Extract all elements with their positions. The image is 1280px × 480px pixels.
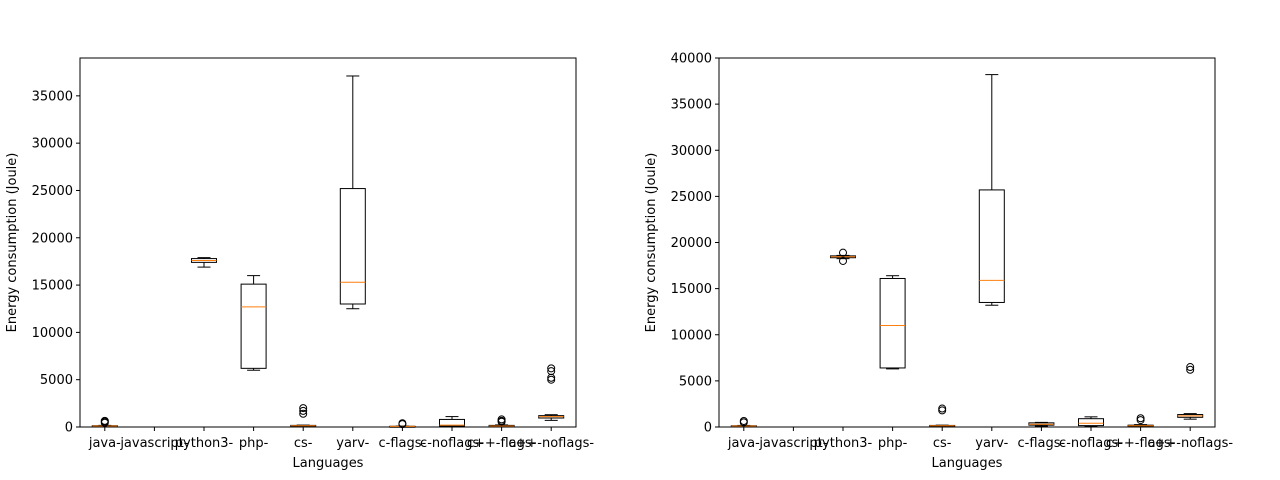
outlier-point [398,419,407,428]
box-c-flags [1028,421,1055,427]
x-tick-label-cs: cs- [294,436,313,451]
y-tick-label: 25000 [671,190,712,205]
y-tick-label: 20000 [671,236,712,251]
box-body [240,283,267,369]
box-c-noflags [439,416,465,428]
axes-frame [79,57,577,428]
y-axis-label: Energy consumption (Joule) [644,153,659,333]
outlier-point [100,416,109,425]
y-tick-label: 30000 [671,144,712,159]
outlier-point [497,415,506,424]
box-body [1078,418,1104,427]
x-tick-label-javascript: javascript- [119,436,188,451]
left-boxplot-panel: 0 5000 10000 15000 20000 25000 30000 35000 java-… [5,57,594,471]
y-tick-label: 10000 [671,328,712,343]
y-tick-label: 15000 [32,279,73,294]
box-c-noflags [1177,363,1204,420]
axes-frame [718,57,1216,428]
outlier-point [547,367,556,376]
box-java [730,417,757,428]
x-tick-label-java: java- [88,436,121,451]
outlier-point [1186,365,1195,374]
y-tick-label: 15000 [671,282,712,297]
x-tick-label-java: java- [727,436,760,451]
box-c-flags [389,419,416,429]
outlier-point [1186,363,1195,372]
y-tick-label: 25000 [32,184,73,199]
box-yarv [978,74,1005,306]
x-tick-label-c-noflags: c-noflags- [420,436,484,451]
x-tick-label-c-flags: c-flags- [1018,436,1066,451]
x-tick-label-python3: python3- [175,436,234,451]
box-cs [929,404,956,427]
y-tick-label: 30000 [32,137,73,152]
box-python3 [191,257,217,268]
box-c-noflags [538,364,565,421]
box-yarv [339,75,366,310]
x-tick-label-javascript: javascript- [758,436,827,451]
outlier-point [839,256,847,265]
y-tick-label: 40000 [671,52,712,67]
y-axis-label: Energy consumption (Joule) [5,153,20,333]
outlier-point [938,404,947,413]
y-tick-label: 35000 [671,98,712,113]
y-tick-label: 5000 [679,374,712,389]
right-boxplot-panel: 0 5000 10000 15000 20000 25000 30000 35000 40000… [644,52,1233,472]
x-tick-label-php: php- [239,436,269,451]
x-axis-label: Languages [293,456,364,471]
x-tick-label-c-noflags: c++-noflags- [1147,436,1233,451]
x-tick-label-cs: cs- [933,436,952,451]
box-c-flags [488,415,515,428]
x-tick-label-c-noflags: c++-noflags- [508,436,594,451]
y-tick-label: 10000 [32,326,73,341]
x-tick-label-c-flags: c++-flags- [467,436,537,451]
x-tick-label-c-flags: c++-flags- [1106,436,1176,451]
outlier-point [1136,414,1145,423]
outlier-point [547,364,556,373]
outlier-point [299,406,308,415]
box-python3 [830,248,856,265]
x-axis-label: Languages [932,456,1003,471]
box-body [978,189,1005,303]
y-tick-label: 35000 [32,89,73,104]
x-tick-label-c-noflags: c-noflags- [1059,436,1123,451]
x-tick-label-c-flags: c-flags- [379,436,427,451]
box-php [240,275,267,371]
x-tick-label-yarv: yarv- [975,436,1008,451]
y-tick-label: 0 [704,421,712,436]
box-php [879,275,906,370]
outlier-point [739,417,748,426]
box-body [439,418,465,427]
outlier-point [839,248,847,257]
box-c-noflags [1078,416,1104,427]
box-c-flags [1127,414,1154,427]
box-body [879,277,906,369]
y-tick-label: 0 [65,421,73,436]
y-tick-label: 20000 [32,231,73,246]
outlier-point [299,409,308,418]
x-tick-label-php: php- [878,436,908,451]
box-body [339,188,366,305]
outlier-point [299,404,308,413]
x-tick-label-python3: python3- [814,436,873,451]
box-cs [290,404,317,427]
box-java [91,416,118,428]
x-tick-label-yarv: yarv- [336,436,369,451]
y-tick-label: 5000 [40,373,73,388]
